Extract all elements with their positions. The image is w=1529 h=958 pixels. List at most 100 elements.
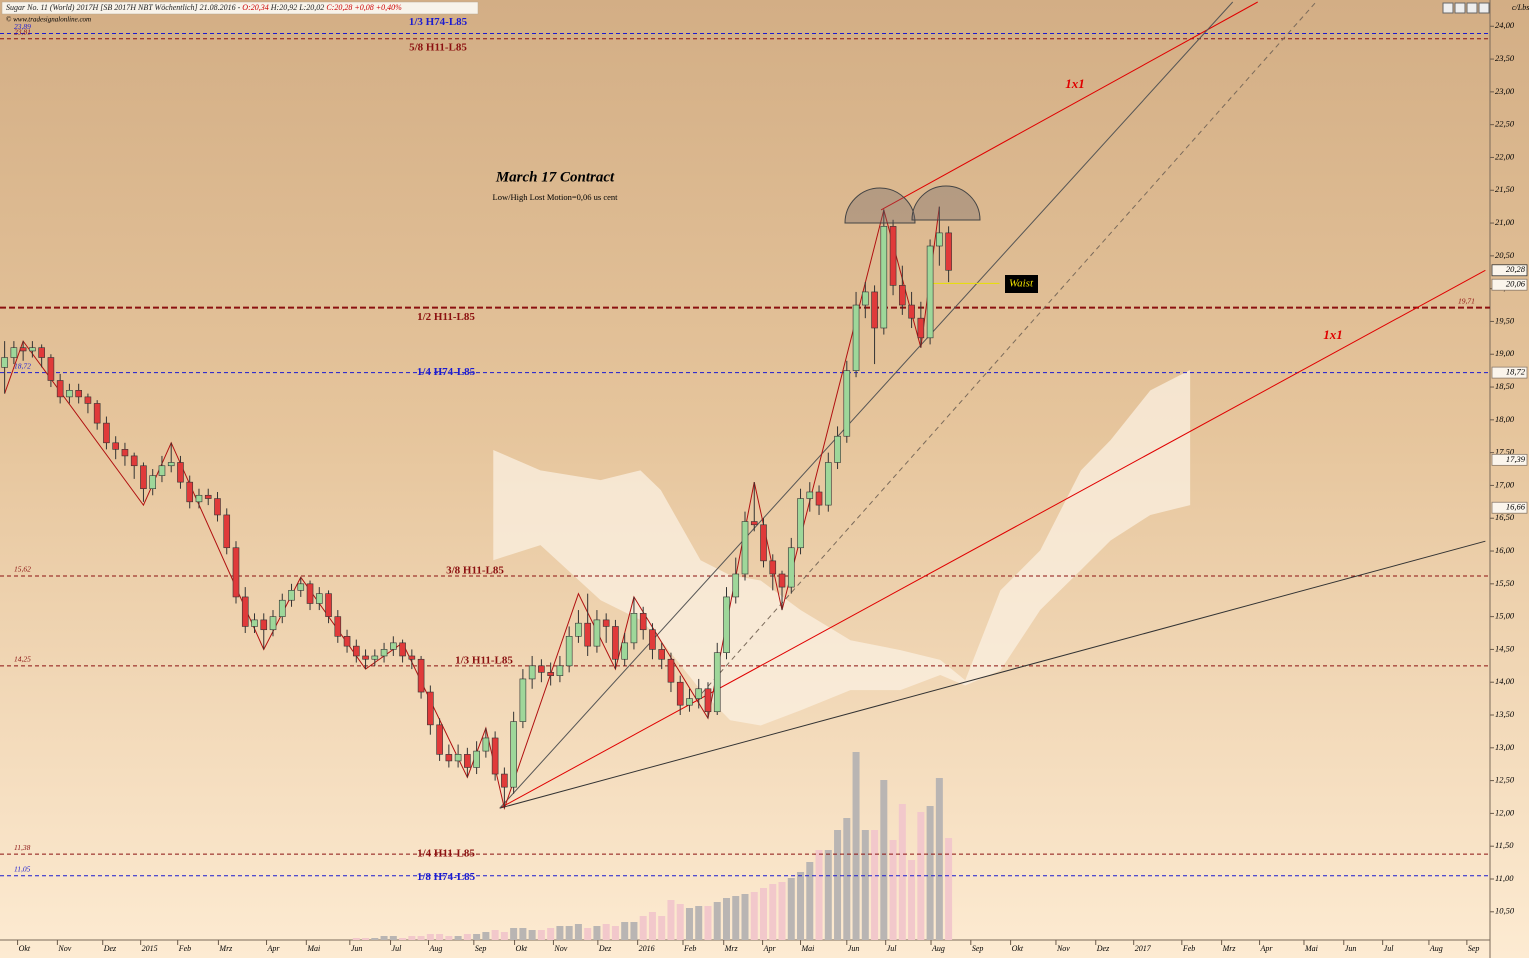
y-tick-label: 13,50 [1495,709,1515,719]
volume-bar [510,928,518,940]
x-tick-label: Dez [1096,944,1110,953]
candle-body [797,498,804,549]
x-tick-label: Mai [1304,944,1318,953]
candle-body [741,521,749,575]
volume-bar [454,936,462,940]
x-tick-label: Feb [1182,944,1195,953]
volume-bar [676,904,684,940]
level-value-label: 23,81 [14,27,31,36]
x-tick-label: Aug [931,944,945,953]
volume-bar [399,938,407,940]
level-label: 1/4 H74-L85 [417,366,476,378]
candle-body [158,465,166,476]
candle-body [815,491,823,506]
candle-body [353,645,360,657]
x-tick-label: Nov [1056,944,1070,953]
x-tick-label: Mrz [724,944,739,953]
volume-bar [871,830,879,940]
level-label: 1/3 H11-L85 [455,654,513,666]
x-tick-label: Jun [351,944,363,953]
candle-body [371,655,379,660]
candle-body [464,754,471,768]
title-part: H:20,92 L:20,02 [269,3,327,12]
candle-body [278,599,286,617]
candle-body [769,560,777,575]
price-marker [1491,501,1528,514]
y-tick-label: 19,50 [1495,315,1515,325]
source: © www.tradesignalonline.com [6,16,91,24]
candle-body [56,380,64,398]
y-tick-label: 15,50 [1495,578,1515,588]
title-part: O:20,34 [242,3,268,12]
candle-body [676,681,684,706]
volume-bar [750,892,758,940]
y-tick-label: 15,00 [1495,611,1515,621]
price-marker-label: 16,66 [1506,502,1526,512]
candle-body [288,590,295,601]
x-tick-label: Aug [428,944,442,953]
candle-body [602,619,610,627]
candle-body [195,494,203,503]
volume-bar [426,934,434,940]
volume-bar [704,906,712,940]
candle-body [880,226,888,329]
candle-body [75,390,82,398]
volume-bar [602,924,610,940]
y-tick-label: 12,50 [1495,775,1515,785]
y-tick-label: 17,50 [1495,447,1515,457]
y-tick-label: 13,00 [1495,742,1515,752]
candle-body [29,347,36,352]
volume-bar [584,928,592,940]
volume-bar [713,902,721,940]
candle-body [491,737,499,775]
candle-body [704,688,712,713]
candle-body [547,672,554,676]
y-tick-label: 16,00 [1495,545,1515,555]
volume-bar [491,930,499,940]
volume-bar [741,894,749,940]
candle-body [408,655,416,660]
x-tick-label: Mrz [1222,944,1237,953]
candle-body [556,665,564,676]
scroll-right-button[interactable] [1454,2,1466,14]
price-marker-label: 20,06 [1506,279,1526,289]
volume-bar [695,906,703,940]
volume-bar [861,830,869,940]
volume-bar [648,912,656,940]
dome [911,185,981,221]
toolbar [1442,2,1490,14]
x-tick-label: Feb [178,944,191,953]
candle-body [445,754,453,762]
volume-bar [574,924,582,940]
candle-body [658,649,666,660]
candle-body [167,462,175,467]
candle-body [926,245,934,339]
x-tick-label: Okt [516,944,528,953]
chart-title: Sugar No. 11 (World) 2017H [SB 2017H NBT… [6,3,402,12]
close-button[interactable] [1478,2,1490,14]
volume-bar [889,840,897,940]
x-tick-label: Jun [1345,944,1357,953]
x-tick-label: Feb [683,944,696,953]
candle-body [575,622,582,637]
x-tick-label: Jul [887,944,898,953]
level-value-label: 11,05 [14,864,31,873]
candle-body [612,626,619,660]
candle-body [130,455,138,467]
scroll-left-button[interactable] [1442,2,1454,14]
volume-bar [843,818,851,940]
level-label: 1/4 H11-L85 [417,848,475,860]
candle-body [315,593,323,604]
volume-bar [362,938,370,940]
volume-bar [778,882,786,940]
x-tick-label: Nov [57,944,71,953]
y-tick-label: 24,00 [1495,20,1515,30]
candle-body [593,619,601,647]
annotation: 1x1 [1323,327,1343,342]
maximize-button[interactable] [1466,2,1478,14]
volume-bar [371,938,379,940]
volume-bar [611,926,619,940]
volume-bar [769,884,777,940]
volume-bar [797,872,805,940]
